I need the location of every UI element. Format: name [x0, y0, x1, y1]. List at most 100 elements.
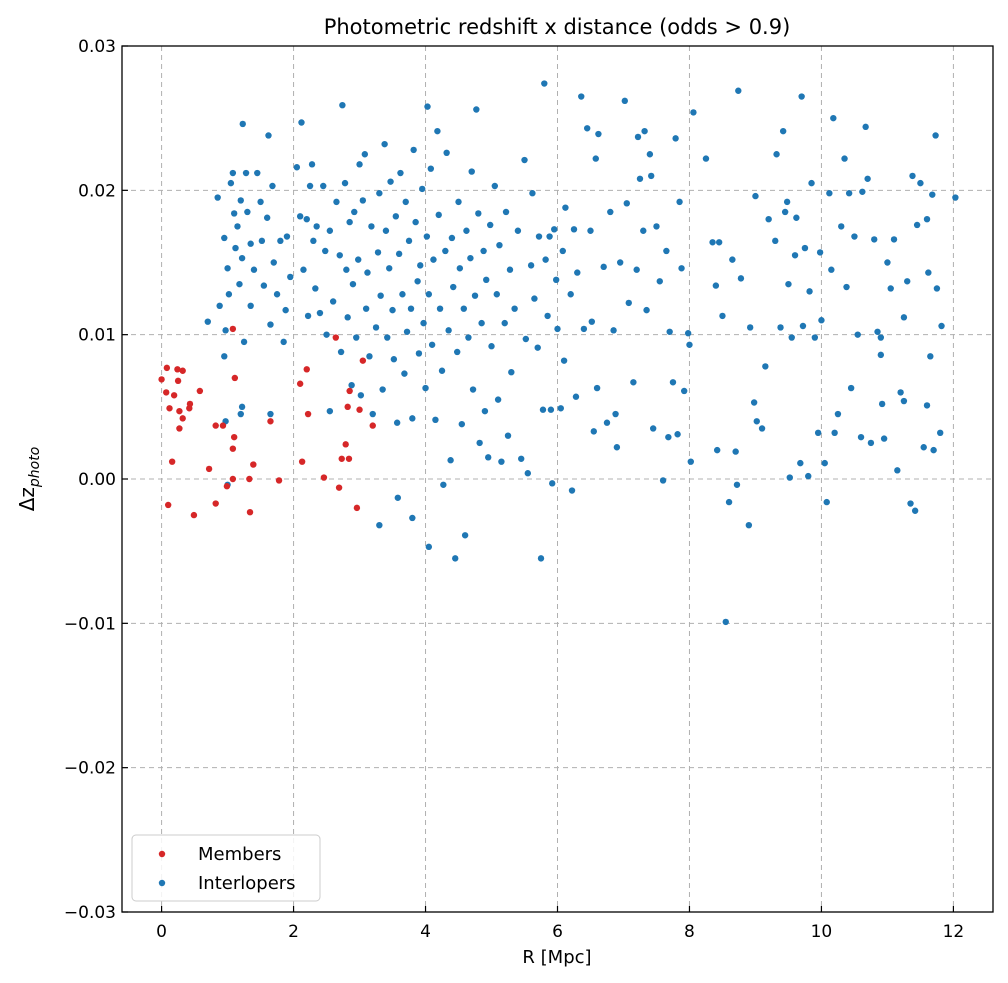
- point-interlopers: [874, 328, 881, 335]
- point-interlopers: [568, 487, 576, 494]
- point-interlopers: [399, 291, 406, 298]
- point-interlopers: [864, 175, 871, 182]
- point-interlopers: [234, 223, 241, 230]
- point-interlopers: [394, 494, 402, 501]
- point-interlopers: [430, 256, 437, 263]
- point-interlopers: [791, 252, 799, 259]
- point-interlopers: [320, 182, 327, 190]
- point-interlopers: [377, 292, 384, 299]
- y-tick-label: 0.03: [78, 37, 116, 57]
- point-interlopers: [306, 182, 314, 190]
- point-interlopers: [393, 419, 401, 426]
- point-interlopers: [551, 226, 558, 233]
- point-interlopers: [390, 356, 398, 363]
- point-members: [304, 410, 312, 418]
- point-interlopers: [938, 322, 945, 330]
- point-interlopers: [374, 249, 382, 256]
- point-interlopers: [476, 439, 483, 447]
- point-interlopers: [339, 101, 346, 109]
- point-interlopers: [237, 197, 244, 204]
- point-interlopers: [395, 250, 403, 258]
- point-interlopers: [562, 204, 569, 211]
- point-interlopers: [346, 218, 353, 226]
- point-interlopers: [460, 305, 468, 312]
- point-interlopers: [304, 312, 312, 320]
- point-members: [219, 422, 227, 429]
- point-interlopers: [541, 80, 548, 87]
- point-interlopers: [823, 498, 830, 506]
- point-interlopers: [831, 429, 838, 437]
- point-interlopers: [356, 161, 363, 168]
- point-members: [246, 508, 254, 516]
- point-interlopers: [362, 305, 370, 312]
- chart-title: Photometric redshift x distance (odds > …: [324, 15, 791, 39]
- point-interlopers: [267, 410, 274, 418]
- point-members: [335, 484, 343, 491]
- point-members: [298, 458, 306, 465]
- point-interlopers: [376, 190, 383, 197]
- point-members: [344, 403, 351, 411]
- point-interlopers: [434, 127, 441, 135]
- point-interlopers: [417, 262, 424, 269]
- x-tick-label: 4: [420, 922, 431, 942]
- y-tick-label: 0.01: [78, 326, 116, 346]
- point-members: [176, 425, 183, 432]
- point-interlopers: [656, 278, 663, 285]
- point-members: [296, 380, 304, 387]
- point-interlopers: [917, 179, 924, 187]
- point-interlopers: [247, 302, 254, 309]
- point-interlopers: [750, 399, 758, 406]
- y-axis-label: Δzphoto: [15, 447, 43, 512]
- point-interlopers: [907, 500, 914, 507]
- point-members: [231, 374, 239, 382]
- point-interlopers: [344, 314, 351, 321]
- point-interlopers: [559, 247, 566, 255]
- point-interlopers: [531, 295, 538, 302]
- point-interlopers: [798, 93, 805, 100]
- x-axis-ticks: 0 2 4 6 8 10 12: [156, 906, 964, 942]
- point-interlopers: [438, 367, 446, 374]
- point-interlopers: [467, 254, 474, 262]
- point-interlopers: [442, 247, 449, 255]
- point-interlopers: [222, 327, 229, 334]
- point-members: [196, 387, 204, 395]
- point-interlopers: [348, 381, 355, 389]
- point-interlopers: [588, 318, 596, 325]
- point-interlopers: [310, 237, 317, 245]
- point-interlopers: [762, 363, 769, 370]
- point-interlopers: [468, 168, 475, 175]
- point-interlopers: [646, 151, 654, 158]
- point-interlopers: [445, 327, 452, 334]
- point-interlopers: [422, 384, 429, 392]
- point-interlopers: [610, 327, 617, 334]
- point-members: [205, 465, 213, 473]
- point-interlopers: [712, 282, 720, 289]
- point-interlopers: [753, 418, 760, 425]
- point-interlopers: [788, 334, 795, 341]
- point-interlopers: [425, 543, 433, 551]
- point-members: [229, 445, 237, 452]
- point-interlopers: [900, 314, 908, 321]
- point-members: [212, 422, 219, 429]
- point-interlopers: [230, 210, 238, 217]
- point-interlopers: [349, 280, 357, 288]
- point-interlopers: [880, 435, 888, 442]
- x-tick-label: 0: [156, 922, 167, 942]
- point-interlopers: [542, 256, 549, 263]
- point-interlopers: [758, 425, 766, 432]
- point-interlopers: [560, 357, 568, 364]
- point-interlopers: [366, 353, 373, 360]
- point-interlopers: [522, 335, 530, 343]
- point-interlopers: [816, 249, 824, 256]
- point-interlopers: [368, 223, 375, 230]
- point-interlopers: [580, 325, 588, 333]
- point-interlopers: [240, 338, 248, 346]
- point-members: [246, 475, 253, 483]
- point-interlopers: [423, 233, 431, 240]
- point-interlopers: [678, 265, 685, 272]
- point-interlopers: [450, 283, 457, 291]
- point-interlopers: [641, 127, 648, 135]
- point-interlopers: [859, 188, 866, 195]
- point-interlopers: [851, 233, 858, 240]
- point-interlopers: [772, 237, 779, 245]
